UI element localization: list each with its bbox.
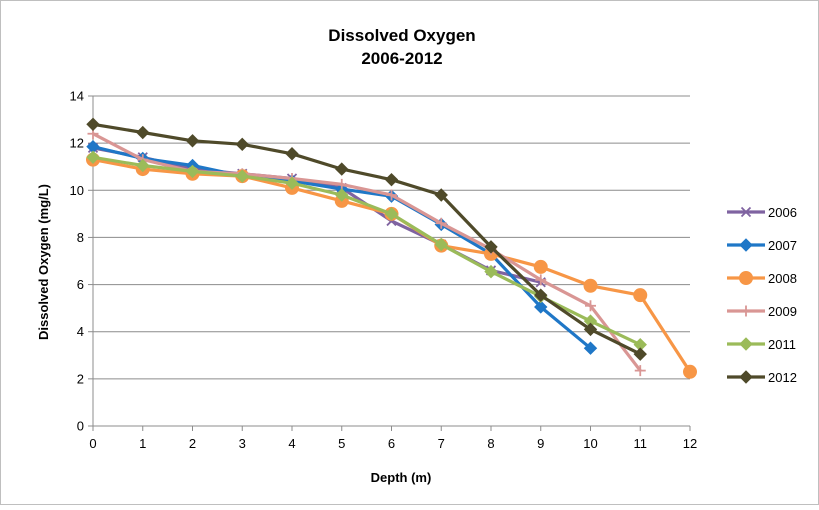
legend-label: 2009 xyxy=(768,304,797,319)
data-point-2009 xyxy=(535,274,547,286)
x-tick-label: 2 xyxy=(189,436,196,451)
data-point-2011 xyxy=(235,169,249,183)
y-axis-title: Dissolved Oxygen (mg/L) xyxy=(36,184,51,340)
series-2012 xyxy=(86,117,647,361)
data-point-2012 xyxy=(285,147,299,161)
legend-label: 2006 xyxy=(768,205,797,220)
data-point-2012 xyxy=(434,188,448,202)
data-point-2012 xyxy=(185,134,200,148)
legend-label: 2011 xyxy=(768,337,796,352)
chart-title: Dissolved Oxygen xyxy=(328,26,475,45)
x-tick-label: 11 xyxy=(634,436,648,451)
x-tick-label: 10 xyxy=(583,436,597,451)
legend-entry-2009: 2009 xyxy=(727,304,797,319)
legend-marker xyxy=(739,271,753,285)
data-point-2007 xyxy=(534,300,548,314)
data-point-2008 xyxy=(583,278,598,293)
y-tick-label: 6 xyxy=(77,277,84,292)
legend-label: 2008 xyxy=(768,271,797,286)
data-point-2009 xyxy=(585,300,596,312)
data-point-2009 xyxy=(386,189,397,201)
data-point-2012 xyxy=(534,288,548,302)
x-tick-labels: 0 1 2 3 4 5 6 7 8 9 10 11 12 xyxy=(89,436,697,451)
legend-label: 2007 xyxy=(768,238,797,253)
legend-marker xyxy=(739,337,753,351)
y-tick-label: 14 xyxy=(70,89,84,104)
legend-entry-2008: 2008 xyxy=(727,271,797,286)
y-tick-label: 12 xyxy=(70,136,84,151)
x-tick-label: 7 xyxy=(438,436,445,451)
data-point-2012 xyxy=(633,347,647,361)
legend-label: 2012 xyxy=(768,370,797,385)
legend-marker xyxy=(740,305,752,317)
data-point-2012 xyxy=(235,137,249,152)
data-point-2011 xyxy=(86,150,100,164)
data-point-2012 xyxy=(384,172,399,187)
x-tick-label: 8 xyxy=(487,436,494,451)
legend-entry-2012: 2012 xyxy=(727,370,797,385)
data-point-2011 xyxy=(285,176,299,190)
y-tick-label: 2 xyxy=(77,371,84,386)
x-tick-label: 1 xyxy=(139,436,146,451)
y-tick-label: 8 xyxy=(77,230,84,245)
chart-subtitle: 2006-2012 xyxy=(361,49,442,68)
data-point-2012 xyxy=(335,162,349,176)
legend: 2006 2007 2008 2009 2011 2012 xyxy=(727,205,797,385)
data-point-2009 xyxy=(435,217,447,229)
data-point-2012 xyxy=(136,125,150,140)
legend-entry-2006: 2006 xyxy=(727,205,797,220)
x-tick-label: 12 xyxy=(683,436,697,451)
legend-marker xyxy=(739,370,753,384)
y-tick-label: 4 xyxy=(77,324,84,339)
legend-entry-2007: 2007 xyxy=(727,238,797,253)
x-tick-label: 9 xyxy=(537,436,544,451)
x-tick-label: 4 xyxy=(288,436,295,451)
y-tick-label: 0 xyxy=(77,419,84,434)
data-point-2012 xyxy=(583,322,598,337)
data-point-2011 xyxy=(136,158,150,173)
data-point-2012 xyxy=(484,240,498,254)
legend-entry-2011: 2011 xyxy=(727,337,796,352)
series-line-2012 xyxy=(92,122,642,356)
x-tick-label: 6 xyxy=(388,436,395,451)
data-point-2008 xyxy=(533,259,548,274)
data-point-2007 xyxy=(583,341,598,355)
x-axis-title: Depth (m) xyxy=(371,470,432,485)
y-tick-labels: 0 2 4 6 8 10 12 14 xyxy=(70,89,84,434)
gridlines xyxy=(88,95,690,427)
series-layer xyxy=(86,117,697,379)
data-point-2009 xyxy=(336,178,348,190)
data-point-2012 xyxy=(86,117,100,131)
x-tick-label: 3 xyxy=(239,436,246,451)
legend-marker-stroke xyxy=(740,206,752,218)
data-point-2008 xyxy=(633,288,648,303)
legend-marker xyxy=(740,206,752,218)
data-point-2011 xyxy=(185,164,200,179)
data-point-2011 xyxy=(335,188,349,202)
data-point-2011 xyxy=(484,264,498,279)
data-point-2011 xyxy=(384,207,399,221)
x-tick-label: 0 xyxy=(89,436,96,451)
x-tick-label: 5 xyxy=(338,436,345,451)
data-point-2011 xyxy=(434,237,448,252)
y-tick-label: 10 xyxy=(70,183,84,198)
data-point-2008 xyxy=(683,364,697,379)
data-point-2009 xyxy=(634,365,646,377)
legend-marker xyxy=(739,238,753,252)
